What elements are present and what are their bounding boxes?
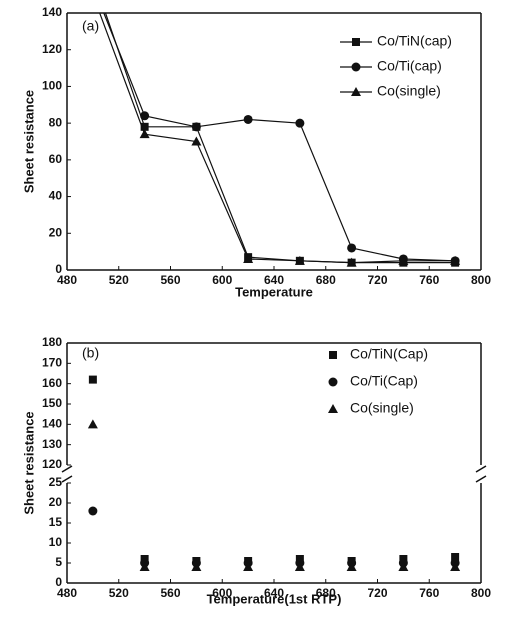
x-axis-label: Temperature <box>235 284 313 299</box>
marker-triangle <box>450 562 461 571</box>
x-tick-label: 560 <box>160 586 180 600</box>
marker-triangle <box>351 87 361 96</box>
series-line <box>103 13 456 262</box>
x-tick-label: 720 <box>367 586 387 600</box>
y-tick-label: 60 <box>49 152 63 166</box>
x-tick-label: 800 <box>471 273 491 287</box>
x-tick-label: 680 <box>316 273 336 287</box>
legend-label: Co/TiN(cap) <box>377 33 452 49</box>
axis-break <box>61 475 73 483</box>
plot-area <box>87 375 461 571</box>
marker-circle <box>328 377 338 387</box>
y-tick-label: 5 <box>55 555 62 569</box>
y-axis-label: Sheet resistance <box>21 411 36 514</box>
series-line <box>104 13 456 264</box>
marker-circle <box>351 62 361 72</box>
y-tick-label: 80 <box>49 115 63 129</box>
marker-triangle <box>294 255 305 265</box>
legend-label: Co(single) <box>350 400 414 416</box>
x-tick-label: 480 <box>57 586 77 600</box>
marker-circle <box>243 114 253 124</box>
y-tick-label: 40 <box>49 189 63 203</box>
y-tick-label: 20 <box>49 225 63 239</box>
x-axis-label: Temperature(1st RTP) <box>207 591 342 606</box>
x-tick-label: 720 <box>367 273 387 287</box>
x-tick-label: 520 <box>109 586 129 600</box>
legend-label: Co(single) <box>377 83 441 99</box>
x-tick-label: 640 <box>264 273 284 287</box>
marker-square <box>329 351 337 359</box>
axis-break <box>475 465 487 473</box>
marker-triangle <box>346 562 357 571</box>
x-tick-label: 600 <box>212 273 232 287</box>
axis-break <box>61 465 73 473</box>
legend-label: Co/Ti(cap) <box>377 58 442 74</box>
marker-square <box>451 553 460 561</box>
legend-label: Co/TiN(Cap) <box>350 346 428 362</box>
y-tick-label: 160 <box>42 376 62 390</box>
x-tick-label: 680 <box>316 586 336 600</box>
marker-triangle <box>139 129 150 139</box>
y-tick-label: 0 <box>55 262 62 276</box>
x-tick-label: 560 <box>160 273 180 287</box>
marker-triangle <box>139 562 150 571</box>
marker-square <box>140 122 149 131</box>
x-tick-label: 760 <box>419 273 439 287</box>
marker-circle <box>191 122 201 132</box>
marker-triangle <box>328 404 338 413</box>
y-tick-label: 130 <box>42 437 62 451</box>
y-tick-label: 120 <box>42 42 62 56</box>
y-tick-label: 180 <box>42 335 62 349</box>
marker-triangle <box>243 253 254 263</box>
marker-circle <box>347 243 357 253</box>
marker-triangle <box>398 562 409 571</box>
series-line <box>99 13 456 264</box>
marker-triangle <box>398 255 409 265</box>
y-axis-label: Sheet resistance <box>21 90 36 193</box>
y-tick-label: 0 <box>55 575 62 589</box>
marker-square <box>88 375 97 384</box>
y-tick-label: 20 <box>49 495 63 509</box>
x-tick-label: 760 <box>419 586 439 600</box>
y-tick-label: 140 <box>42 5 62 19</box>
y-tick-label: 100 <box>42 79 62 93</box>
marker-triangle <box>87 419 98 429</box>
y-tick-label: 150 <box>42 396 62 410</box>
x-tick-label: 480 <box>57 273 77 287</box>
x-tick-label: 640 <box>264 586 284 600</box>
marker-triangle <box>191 136 202 146</box>
x-tick-label: 800 <box>471 586 491 600</box>
marker-square <box>352 38 360 46</box>
y-tick-label: 10 <box>49 535 63 549</box>
marker-triangle <box>294 562 305 571</box>
panel-label: (a) <box>82 18 99 34</box>
y-tick-label: 140 <box>42 417 62 431</box>
y-tick-label: 25 <box>49 475 63 489</box>
plot-area <box>99 13 461 267</box>
marker-triangle <box>450 255 461 265</box>
y-tick-label: 120 <box>42 457 62 471</box>
marker-triangle <box>191 562 202 571</box>
marker-triangle <box>346 257 357 267</box>
marker-triangle <box>243 562 254 571</box>
marker-circle <box>140 111 150 121</box>
marker-circle <box>88 506 98 516</box>
legend-label: Co/Ti(Cap) <box>350 373 418 389</box>
y-tick-label: 15 <box>49 515 63 529</box>
x-tick-label: 600 <box>212 586 232 600</box>
panel-label: (b) <box>82 345 99 361</box>
y-tick-label: 170 <box>42 356 62 370</box>
axis-break <box>475 475 487 483</box>
x-tick-label: 520 <box>109 273 129 287</box>
marker-circle <box>295 118 305 128</box>
